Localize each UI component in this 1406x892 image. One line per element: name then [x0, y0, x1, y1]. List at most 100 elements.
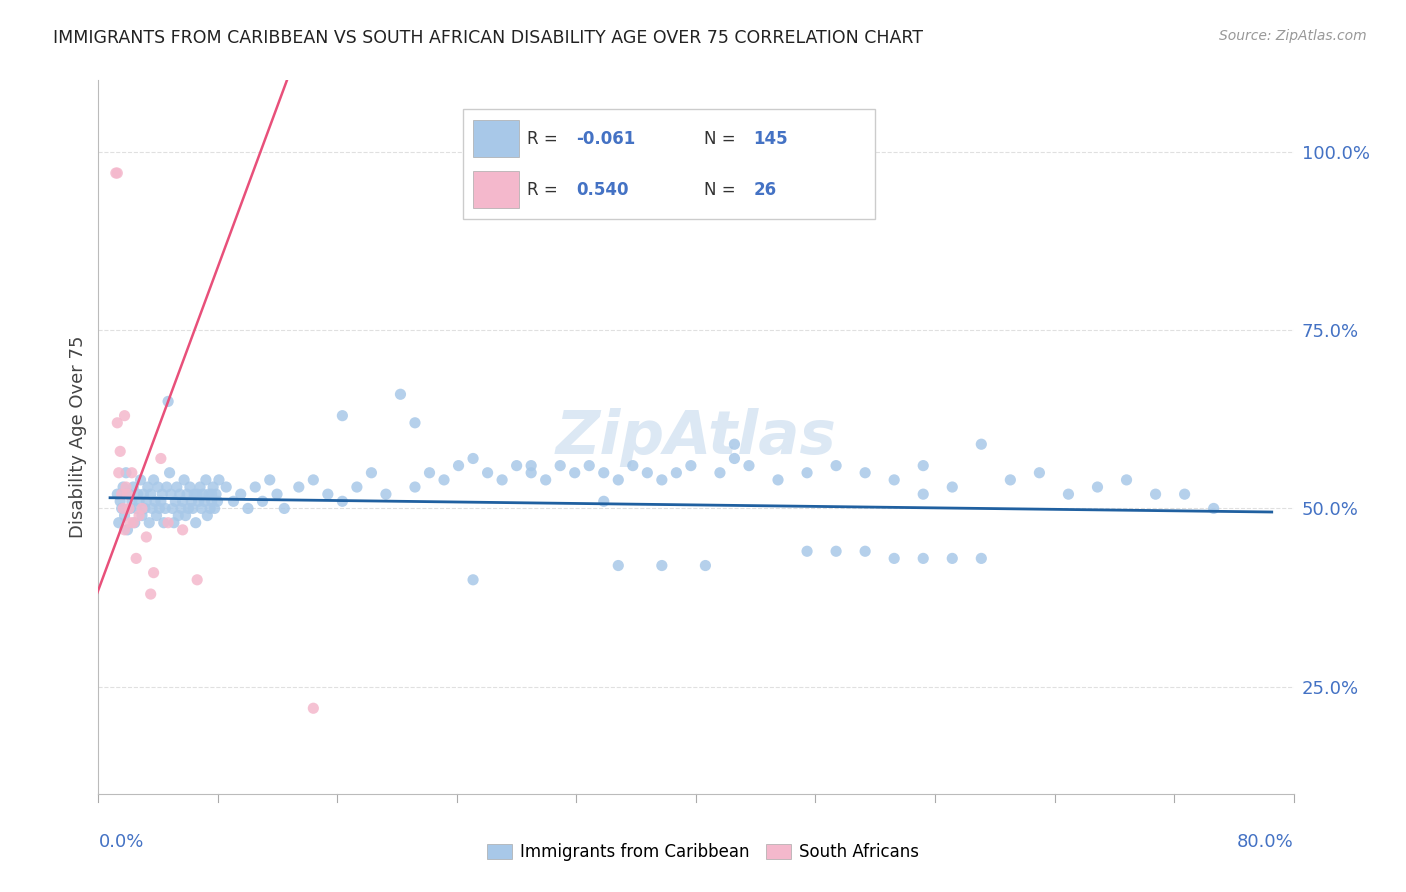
Point: [128, 508, 150, 523]
Point: [578, 458, 600, 473]
Point: [108, 444, 131, 458]
Point: [941, 551, 963, 566]
Point: [173, 473, 195, 487]
Point: [1202, 501, 1225, 516]
Point: [160, 487, 183, 501]
Point: [520, 458, 543, 473]
Point: [117, 487, 139, 501]
Point: [201, 487, 224, 501]
Point: [202, 480, 225, 494]
Point: [115, 480, 138, 494]
Point: [122, 516, 145, 530]
Point: [461, 451, 484, 466]
Point: [201, 494, 224, 508]
Point: [187, 494, 209, 508]
Point: [132, 487, 155, 501]
Point: [139, 487, 162, 501]
Point: [564, 466, 586, 480]
Point: [157, 394, 180, 409]
Point: [167, 508, 190, 523]
Point: [191, 487, 214, 501]
Point: [150, 487, 173, 501]
Point: [134, 501, 156, 516]
Point: [679, 458, 702, 473]
Point: [883, 473, 905, 487]
Point: [174, 508, 197, 523]
Point: [172, 494, 194, 508]
Point: [186, 573, 208, 587]
Text: ZipAtlas: ZipAtlas: [555, 408, 837, 467]
Point: [112, 501, 135, 516]
Point: [172, 523, 194, 537]
Point: [695, 558, 717, 573]
Point: [548, 458, 571, 473]
Point: [825, 458, 848, 473]
Point: [273, 501, 295, 516]
Point: [141, 501, 163, 516]
Point: [621, 458, 644, 473]
Point: [302, 701, 325, 715]
Point: [204, 501, 226, 516]
Point: [592, 466, 614, 480]
Point: [120, 516, 142, 530]
Point: [114, 508, 136, 523]
Point: [1057, 487, 1080, 501]
Point: [207, 494, 229, 508]
Point: [145, 508, 167, 523]
Point: [111, 501, 134, 516]
Point: [117, 523, 139, 537]
Point: [374, 487, 396, 501]
Point: [245, 480, 267, 494]
Point: [332, 409, 354, 423]
Point: [346, 480, 368, 494]
Point: [738, 458, 761, 473]
Point: [163, 516, 186, 530]
Point: [825, 544, 848, 558]
Point: [505, 458, 527, 473]
Y-axis label: Disability Age Over 75: Disability Age Over 75: [69, 335, 87, 539]
Point: [142, 566, 165, 580]
Point: [176, 487, 198, 501]
Point: [118, 487, 141, 501]
Point: [1028, 466, 1050, 480]
Point: [125, 501, 148, 516]
Point: [193, 494, 215, 508]
Point: [796, 466, 818, 480]
Point: [184, 516, 207, 530]
Point: [111, 487, 134, 501]
Point: [105, 416, 128, 430]
Point: [332, 494, 354, 508]
Point: [121, 494, 143, 508]
Point: [200, 501, 222, 516]
Legend: Immigrants from Caribbean, South Africans: Immigrants from Caribbean, South African…: [479, 837, 927, 868]
Point: [205, 487, 228, 501]
Point: [404, 416, 426, 430]
Point: [142, 473, 165, 487]
Point: [796, 544, 818, 558]
Point: [853, 466, 876, 480]
Point: [1115, 473, 1137, 487]
Point: [131, 501, 153, 516]
Point: [105, 166, 128, 180]
Point: [461, 573, 484, 587]
Point: [124, 516, 146, 530]
Point: [114, 523, 136, 537]
Point: [194, 473, 217, 487]
Point: [418, 466, 440, 480]
Point: [105, 487, 128, 501]
Point: [665, 466, 688, 480]
Point: [288, 480, 311, 494]
Point: [170, 501, 193, 516]
Point: [389, 387, 412, 401]
Point: [146, 480, 169, 494]
Point: [723, 451, 745, 466]
Point: [136, 480, 159, 494]
Point: [252, 494, 274, 508]
Point: [125, 551, 148, 566]
Point: [266, 487, 288, 501]
Point: [651, 473, 673, 487]
Point: [607, 558, 630, 573]
Point: [853, 544, 876, 558]
Point: [108, 494, 131, 508]
Point: [520, 466, 543, 480]
